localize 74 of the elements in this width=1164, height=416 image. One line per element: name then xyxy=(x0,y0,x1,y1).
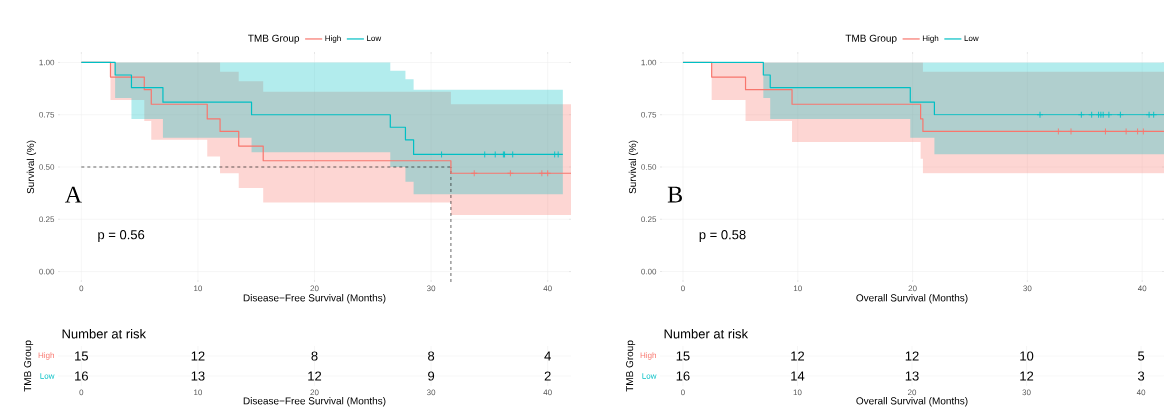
chart-title: Number at risk xyxy=(62,328,147,339)
legend-label: Low xyxy=(367,35,382,42)
data-label: 14 xyxy=(791,371,805,381)
x-tick-label: 20 xyxy=(310,389,319,396)
y-tick-label: 0.50 xyxy=(641,164,657,170)
x-axis-title: Overall Survival (Months) xyxy=(856,294,968,304)
y-tick-label: Low xyxy=(642,373,657,379)
annotation: A xyxy=(64,186,82,203)
x-tick-label: 30 xyxy=(426,389,436,396)
data-label: 9 xyxy=(428,371,435,381)
data-label: 3 xyxy=(1137,371,1145,381)
x-tick-label: 40 xyxy=(1136,389,1146,396)
x-axis-title: Overall Survival (Months) xyxy=(856,397,968,407)
y-tick-label: High xyxy=(38,352,54,360)
y-tick-label: 1.00 xyxy=(39,59,55,66)
data-label: 13 xyxy=(191,371,205,381)
x-tick-label: 40 xyxy=(1137,285,1147,292)
legend-title: TMB Group xyxy=(845,34,897,44)
x-tick-label: 0 xyxy=(79,285,84,292)
data-label: 16 xyxy=(75,371,88,381)
y-tick-label: 0.25 xyxy=(39,216,55,223)
x-tick-label: 10 xyxy=(793,285,802,292)
y-tick-label: 1.00 xyxy=(641,59,657,66)
y-tick-label: 0.75 xyxy=(39,111,55,118)
data-label: 12 xyxy=(905,351,919,361)
y-tick-label: 0.00 xyxy=(641,268,657,275)
data-label: 10 xyxy=(1020,351,1034,361)
x-tick-label: 10 xyxy=(793,389,802,396)
data-label: 2 xyxy=(544,371,551,381)
data-label: 12 xyxy=(191,351,205,361)
legend-label: Low xyxy=(964,35,979,42)
x-tick-label: 0 xyxy=(681,285,685,292)
y-axis-title: TMB Group xyxy=(24,340,34,392)
annotation: p = 0.58 xyxy=(699,230,746,242)
y-axis-title: Survival (%) xyxy=(628,140,639,194)
x-tick-label: 30 xyxy=(426,285,436,292)
data-label: 5 xyxy=(1138,351,1145,361)
data-label: 15 xyxy=(676,351,690,361)
legend-label: High xyxy=(325,35,341,43)
y-tick-label: High xyxy=(640,352,656,360)
x-tick-label: 0 xyxy=(79,389,84,396)
data-label: 12 xyxy=(791,351,805,361)
x-axis-title: Disease−Free Survival (Months) xyxy=(243,294,386,304)
y-tick-label: Low xyxy=(40,373,55,379)
data-label: 8 xyxy=(428,351,435,361)
x-tick-label: 30 xyxy=(1023,285,1032,292)
x-tick-label: 20 xyxy=(907,389,917,396)
x-tick-label: 10 xyxy=(194,389,203,396)
y-tick-label: 0.00 xyxy=(39,268,55,275)
annotation: p = 0.56 xyxy=(98,230,145,242)
annotation: B xyxy=(667,186,682,203)
legend-title: TMB Group xyxy=(248,34,300,44)
x-tick-label: 10 xyxy=(194,285,203,292)
y-tick-label: 0.75 xyxy=(641,111,657,118)
data-label: 13 xyxy=(905,371,919,381)
data-label: 16 xyxy=(676,371,690,381)
data-label: 4 xyxy=(544,351,551,361)
y-tick-label: 0.25 xyxy=(641,216,657,223)
x-tick-label: 0 xyxy=(681,389,685,396)
data-label: 12 xyxy=(1020,371,1034,381)
data-label: 15 xyxy=(75,351,88,361)
data-label: 8 xyxy=(311,351,318,361)
y-axis-title: Survival (%) xyxy=(26,140,37,194)
y-tick-label: 0.50 xyxy=(39,164,55,170)
x-tick-label: 40 xyxy=(543,389,552,396)
x-tick-label: 40 xyxy=(543,285,552,292)
legend-label: High xyxy=(922,35,939,43)
chart-title: Number at risk xyxy=(664,328,749,339)
data-label: 12 xyxy=(308,371,322,381)
x-tick-label: 30 xyxy=(1022,389,1031,396)
x-tick-label: 20 xyxy=(310,285,319,292)
y-axis-title: TMB Group xyxy=(626,340,636,392)
x-axis-title: Disease−Free Survival (Months) xyxy=(243,397,386,407)
x-tick-label: 20 xyxy=(908,285,917,292)
